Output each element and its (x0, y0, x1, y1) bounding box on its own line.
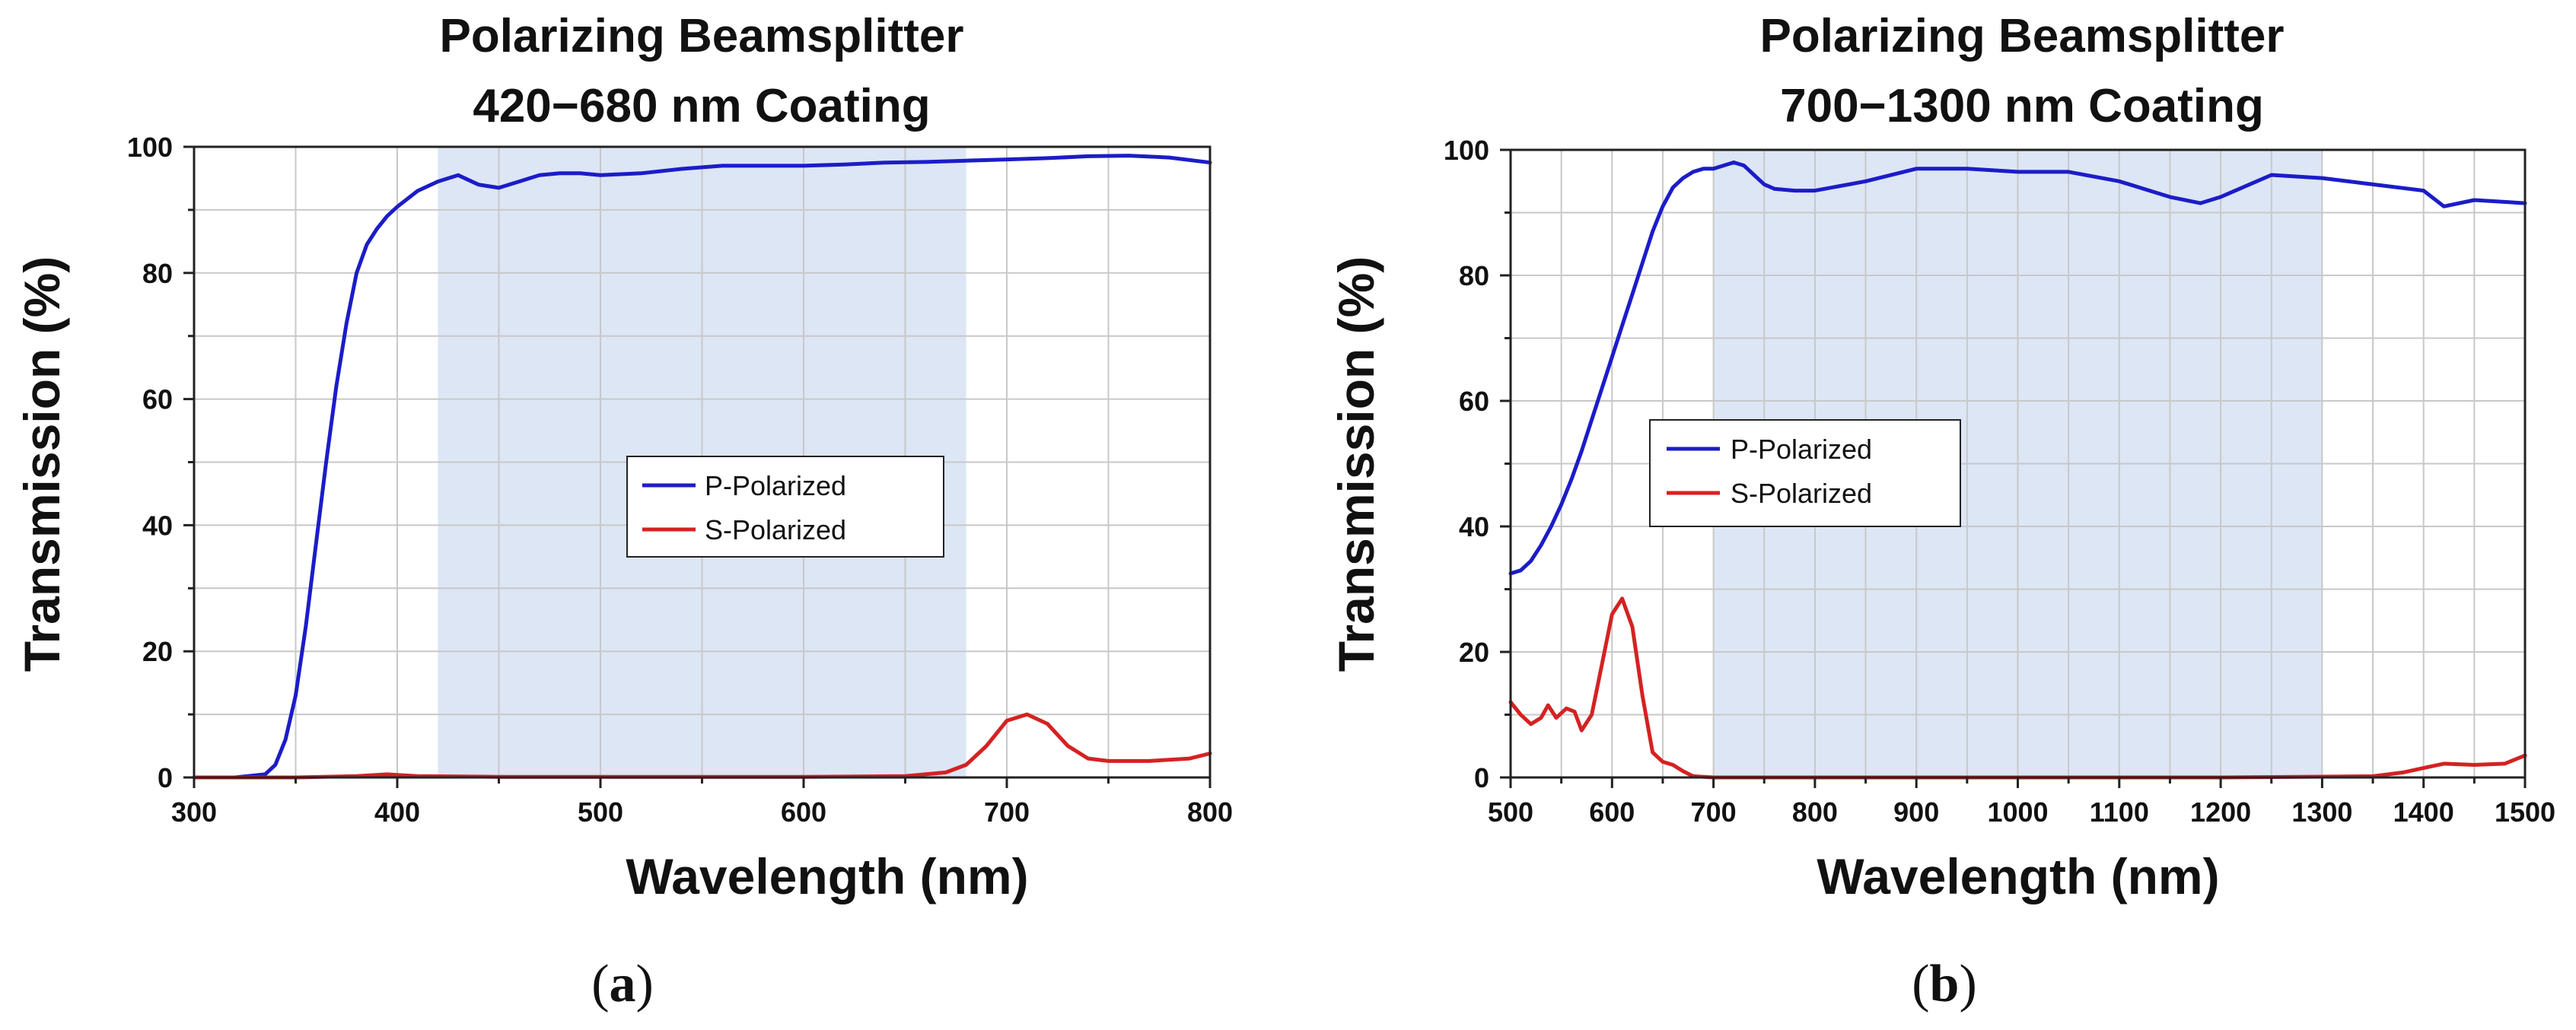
legend-label-s-polarized: S-Polarized (1731, 478, 1872, 509)
x-axis-label: Wavelength (nm) (626, 848, 1028, 904)
y-tick-label: 60 (1459, 386, 1489, 417)
x-tick-label: 800 (1792, 796, 1838, 828)
legend-box (1649, 419, 1961, 527)
data-layer (192, 154, 1212, 780)
y-tick-label: 80 (1459, 260, 1489, 291)
data-layer (1508, 161, 2527, 780)
x-tick-label: 600 (781, 796, 826, 828)
panel-letter: a (610, 955, 636, 1013)
legend: P-Polarized S-Polarized (626, 456, 944, 558)
y-tick-label: 40 (1459, 511, 1489, 542)
legend: P-Polarized S-Polarized (1649, 419, 1961, 527)
panel-letter: b (1930, 955, 1960, 1013)
panel-label-b: (b) (1912, 955, 1977, 1013)
chart-subtitle: 700−1300 nm Coating (1780, 80, 2264, 132)
x-tick-label: 900 (1893, 796, 1939, 828)
chart-title: Polarizing Beamsplitter (439, 10, 963, 62)
series-line-s-polarized (192, 712, 1212, 780)
x-tick-label: 800 (1187, 796, 1233, 828)
y-tick-label: 60 (142, 384, 173, 415)
x-tick-label: 500 (578, 796, 623, 828)
y-tick-label: 0 (158, 762, 173, 793)
legend-label-p-polarized: P-Polarized (1731, 434, 1872, 465)
x-axis-label: Wavelength (nm) (1817, 848, 2219, 904)
panel-label-a: (a) (591, 955, 654, 1013)
y-tick-label: 100 (127, 132, 173, 163)
x-tick-label: 400 (374, 796, 420, 828)
x-tick-label: 300 (171, 796, 217, 828)
chart-panel-b: Polarizing Beamsplitter 700−1300 nm Coat… (1328, 10, 2555, 1013)
x-tick-label: 600 (1589, 796, 1635, 828)
x-tick-label: 1400 (2393, 796, 2454, 828)
y-axis-label: Transmission (%) (1328, 256, 1384, 672)
y-tick-label: 0 (1474, 762, 1489, 793)
x-tick-label: 500 (1488, 796, 1533, 828)
y-tick-label: 40 (142, 510, 173, 541)
y-axis-label: Transmission (%) (14, 256, 70, 672)
series-line-p-polarized (192, 154, 1212, 780)
x-tick-label: 1500 (2495, 796, 2555, 828)
legend-label-s-polarized: S-Polarized (705, 514, 846, 545)
chart-panel-a: Polarizing Beamsplitter 420−680 nm Coati… (14, 10, 1233, 1013)
y-tick-label: 80 (142, 258, 173, 289)
chart-subtitle: 420−680 nm Coating (473, 80, 930, 132)
x-tick-label: 1000 (1987, 796, 2048, 828)
y-tick-label: 100 (1444, 135, 1489, 166)
x-tick-label: 700 (984, 796, 1030, 828)
y-tick-label: 20 (1459, 637, 1489, 668)
axes: 500 600 700 800 900 1000 1100 1200 1300 1400 1500 0… (1444, 135, 2555, 828)
series-line-p-polarized (1508, 161, 2527, 576)
y-tick-label: 20 (142, 636, 173, 667)
series-line-s-polarized (1508, 596, 2527, 780)
x-tick-label: 700 (1691, 796, 1737, 828)
x-tick-label: 1300 (2291, 796, 2352, 828)
x-tick-label: 1200 (2190, 796, 2251, 828)
x-tick-label: 1100 (2090, 796, 2149, 828)
axes: 300 400 500 600 700 800 0 20 40 60 80 100 (127, 132, 1233, 828)
legend-label-p-polarized: P-Polarized (705, 470, 846, 501)
chart-title: Polarizing Beamsplitter (1759, 10, 2284, 62)
legend-box (626, 456, 944, 558)
